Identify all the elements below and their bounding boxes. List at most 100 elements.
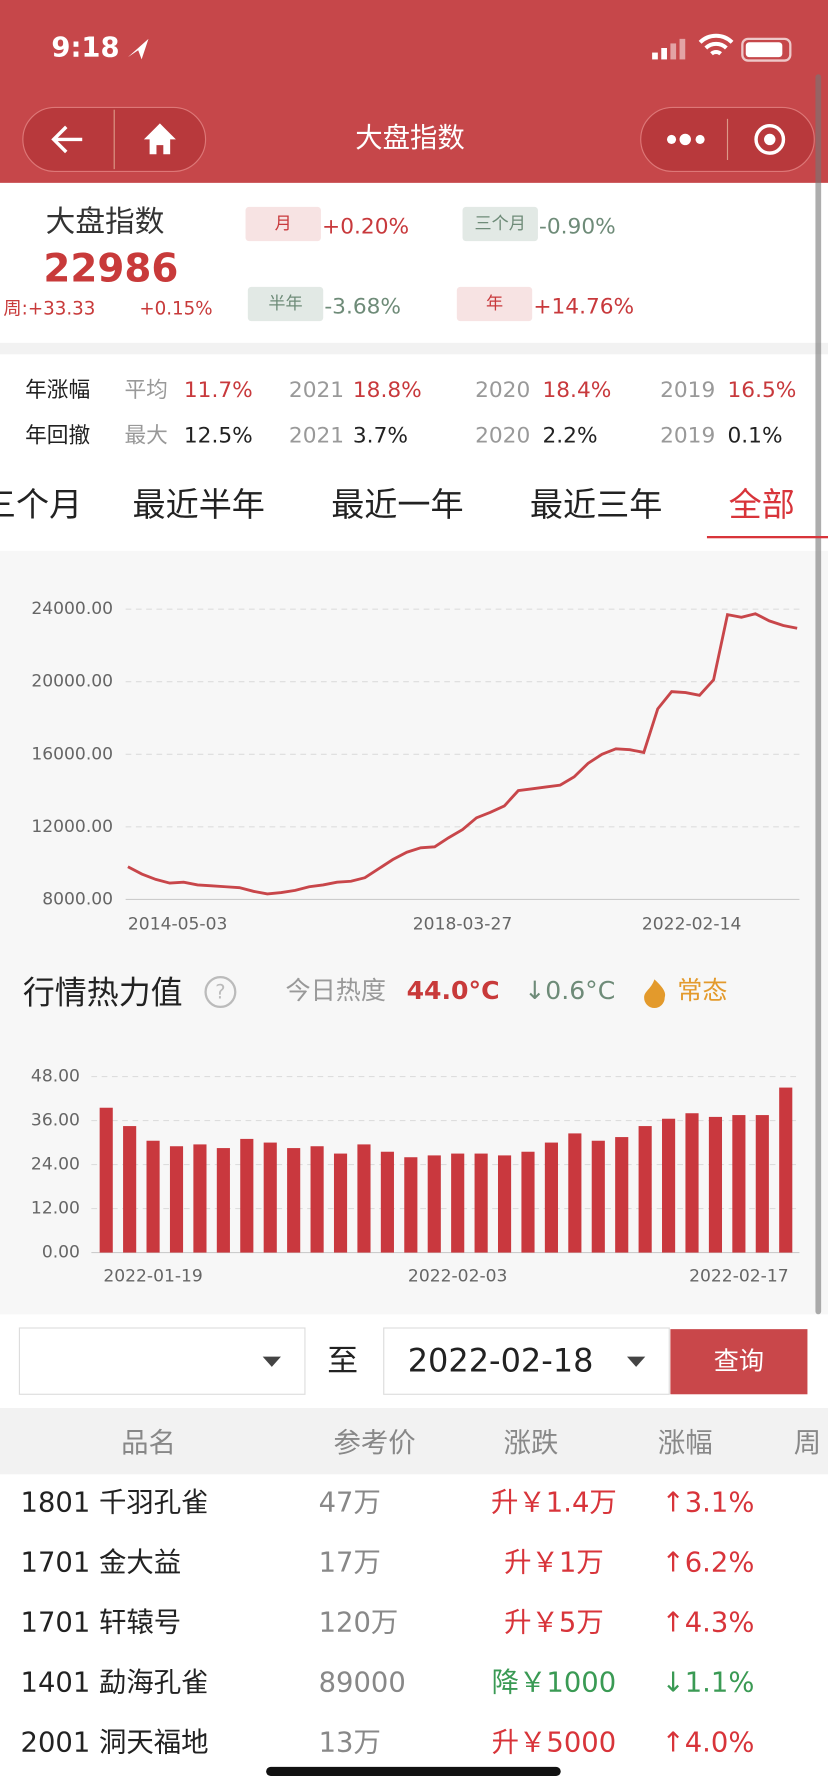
tab[interactable]: 最近一年 — [331, 485, 463, 524]
bar — [123, 1126, 137, 1253]
yearly-label: 年涨幅 — [25, 378, 90, 403]
more-button[interactable] — [666, 133, 705, 146]
y-tick-label: 20000.00 — [31, 672, 113, 692]
item-price: 120万 — [319, 1607, 399, 1638]
x-tick-label: 2018-03-27 — [413, 915, 512, 935]
bar — [193, 1144, 207, 1253]
table-header: 参考价 — [334, 1428, 416, 1459]
yearly-label: 年回撤 — [25, 424, 90, 449]
item-name: 2001 洞天福地 — [21, 1727, 209, 1758]
period-label: 月 — [275, 214, 292, 234]
tab[interactable]: 最近半年 — [132, 485, 264, 524]
query-separator: 至 — [327, 1343, 358, 1379]
yearly-value: 16.5% — [727, 378, 796, 403]
x-tick-label: 2022-02-14 — [642, 915, 741, 935]
tab[interactable]: 三个月 — [0, 485, 82, 524]
item-name: 1401 勐海孔雀 — [21, 1667, 209, 1698]
yearly-value: 18.4% — [542, 378, 611, 403]
period-label: 年 — [486, 294, 503, 314]
flame-icon — [644, 979, 666, 1008]
y-tick-label: 48.00 — [31, 1067, 80, 1087]
x-tick-label: 2022-02-17 — [689, 1267, 788, 1287]
yearly-key: 2019 — [660, 424, 715, 449]
bar — [380, 1151, 394, 1253]
period-value: +0.20% — [322, 214, 409, 239]
bar — [333, 1153, 348, 1253]
y-tick-label: 24000.00 — [31, 599, 113, 619]
period-value: -0.90% — [539, 214, 616, 239]
query-button[interactable] — [670, 1329, 808, 1395]
item-pct: ↑3.1% — [662, 1487, 755, 1518]
period-badge — [245, 206, 321, 242]
tab-underline — [706, 536, 828, 539]
heat-label: 今日热度 — [286, 976, 386, 1005]
tab[interactable]: 最近三年 — [530, 485, 662, 524]
y-tick-label: 8000.00 — [42, 889, 113, 909]
help-icon[interactable] — [204, 976, 237, 1008]
period-badge — [247, 286, 324, 322]
yearly-key: 平均 — [124, 378, 167, 403]
end-date-select[interactable] — [383, 1327, 670, 1395]
yearly-key: 2020 — [475, 424, 530, 449]
dropdown-arrow — [262, 1356, 281, 1367]
y-tick-label: 36.00 — [31, 1111, 80, 1131]
bar — [146, 1140, 160, 1253]
yearly-value: 11.7% — [184, 378, 253, 403]
item-change: 降￥1000 — [492, 1667, 617, 1698]
close-button[interactable] — [754, 123, 786, 155]
bar — [357, 1144, 371, 1253]
table-header: 涨跌 — [504, 1428, 559, 1459]
item-change: 升￥1.4万 — [491, 1487, 617, 1518]
yearly-key: 2019 — [660, 378, 715, 403]
item-price: 89000 — [319, 1667, 406, 1698]
bar — [568, 1133, 582, 1253]
period-label: 半年 — [268, 294, 302, 314]
bar — [169, 1146, 184, 1253]
index-name: 大盘指数 — [46, 204, 165, 239]
index-value: 22986 — [43, 246, 178, 291]
bar — [638, 1126, 652, 1253]
home-indicator — [266, 1766, 561, 1776]
bar — [732, 1115, 746, 1253]
home-button[interactable] — [143, 123, 176, 155]
period-badge — [456, 286, 533, 322]
query-button-label: 查询 — [714, 1346, 764, 1375]
back-button[interactable] — [51, 125, 83, 154]
period-value: -3.68% — [324, 294, 401, 319]
yearly-key: 2020 — [475, 378, 530, 403]
bar — [544, 1142, 558, 1253]
item-change: 升￥5万 — [504, 1607, 604, 1638]
item-pct: ↑6.2% — [662, 1547, 755, 1578]
bar — [240, 1138, 254, 1253]
y-tick-label: 12.00 — [31, 1199, 80, 1219]
bar — [497, 1155, 512, 1253]
bar — [591, 1140, 605, 1253]
item-price: 17万 — [319, 1547, 381, 1578]
heat-status: 常态 — [677, 976, 727, 1005]
start-date-select[interactable] — [18, 1327, 306, 1395]
table-header: 涨幅 — [658, 1428, 713, 1459]
bar — [779, 1087, 793, 1253]
item-price: 47万 — [319, 1487, 381, 1518]
bar — [263, 1142, 277, 1253]
heat-title: 行情热力值 — [23, 973, 183, 1011]
yearly-key: 最大 — [124, 424, 167, 449]
dropdown-arrow — [626, 1356, 646, 1367]
period-value: +14.76% — [533, 294, 634, 319]
help-mark: ? — [215, 981, 225, 1004]
bar — [404, 1157, 418, 1253]
bar — [427, 1155, 441, 1253]
item-name: 1801 千羽孔雀 — [21, 1487, 209, 1518]
y-tick-label: 0.00 — [42, 1243, 80, 1263]
item-pct: ↑4.3% — [662, 1607, 755, 1638]
item-change: 升￥1万 — [504, 1547, 604, 1578]
yearly-value: 12.5% — [184, 424, 253, 449]
yearly-value: 2.2% — [542, 424, 597, 449]
signal-icon — [652, 38, 686, 60]
bar — [287, 1148, 301, 1253]
tab[interactable]: 全部 — [729, 485, 795, 524]
bar — [685, 1113, 699, 1253]
yearly-value: 3.7% — [353, 424, 408, 449]
